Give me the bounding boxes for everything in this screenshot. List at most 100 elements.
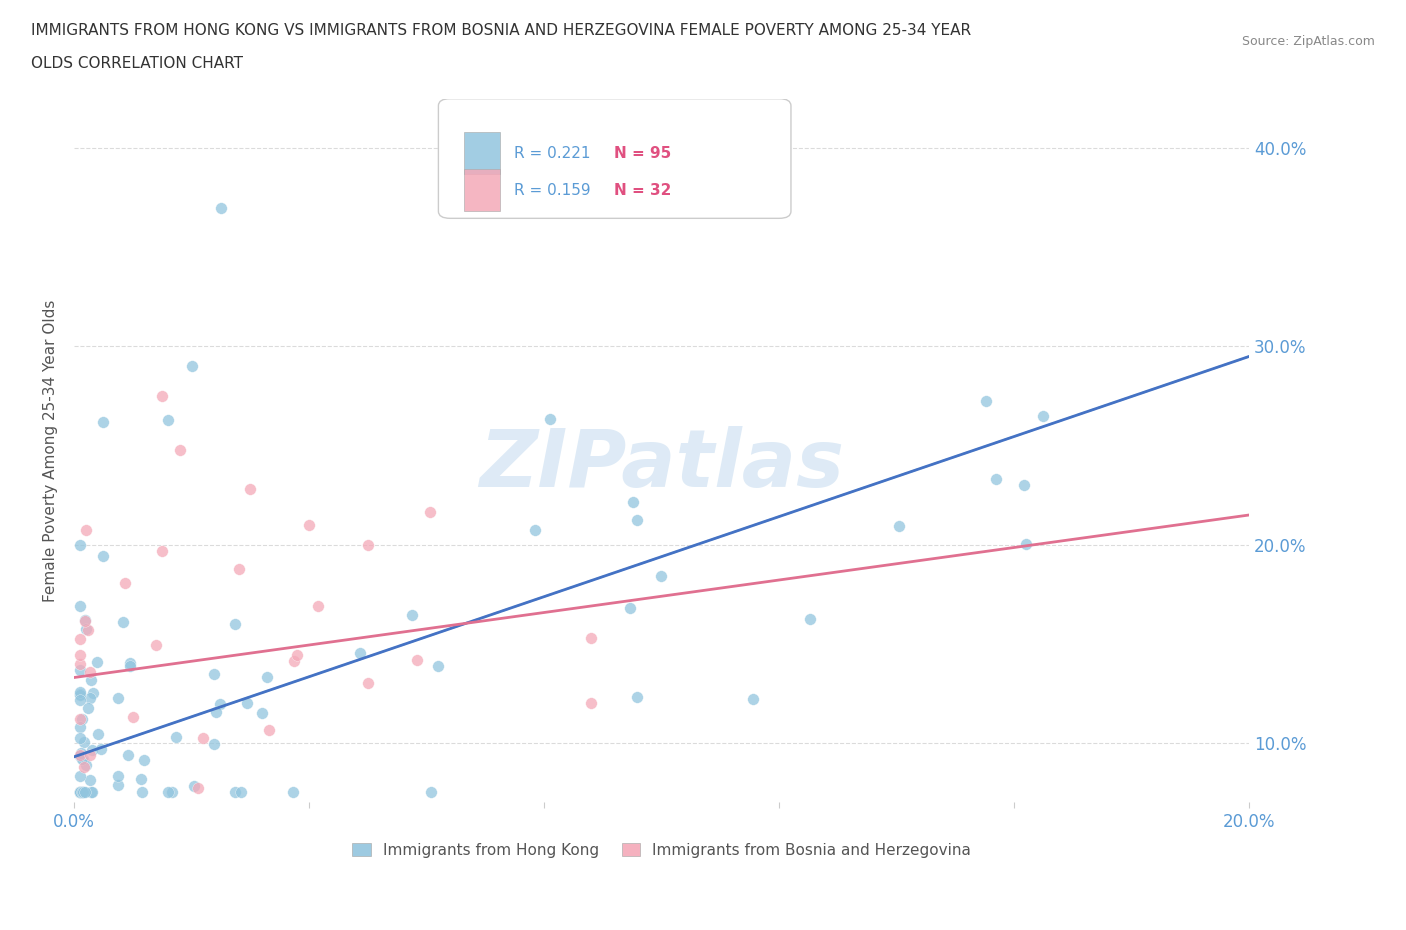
Point: [406, 653, 429, 668]
Point: [984, 472, 1007, 486]
Point: [160, 785, 183, 800]
Point: [73, 760, 96, 775]
Point: [77, 622, 100, 637]
Point: [80, 785, 103, 800]
Point: [69, 598, 91, 613]
Point: [93, 549, 115, 564]
Point: [70, 785, 93, 800]
Point: [69, 785, 91, 800]
Point: [239, 482, 262, 497]
Point: [69, 785, 91, 800]
Point: [202, 666, 225, 681]
Point: [79, 691, 101, 706]
Point: [134, 752, 156, 767]
Point: [112, 615, 135, 630]
Point: [187, 781, 209, 796]
Point: [69, 785, 91, 800]
Point: [307, 599, 329, 614]
Point: [69, 785, 91, 800]
Y-axis label: Female Poverty Among 25-34 Year Olds: Female Poverty Among 25-34 Year Olds: [44, 299, 58, 602]
Point: [73, 785, 96, 800]
Point: [69, 785, 91, 800]
Point: [183, 778, 205, 793]
Point: [579, 696, 602, 711]
Point: [107, 690, 129, 705]
Point: [1012, 478, 1035, 493]
Point: [205, 704, 228, 719]
Point: [75, 613, 97, 628]
Point: [75, 757, 97, 772]
Point: [799, 611, 821, 626]
Text: N = 32: N = 32: [613, 182, 671, 198]
Point: [131, 785, 153, 800]
Point: [150, 389, 173, 404]
Point: [114, 575, 136, 590]
Point: [79, 664, 101, 679]
Point: [70, 785, 93, 800]
Point: [72, 751, 94, 766]
Point: [1032, 409, 1054, 424]
Point: [626, 690, 648, 705]
Point: [69, 720, 91, 735]
Point: [69, 731, 91, 746]
Text: OLDS CORRELATION CHART: OLDS CORRELATION CHART: [31, 56, 243, 71]
Point: [228, 562, 250, 577]
Point: [193, 730, 215, 745]
Point: [281, 785, 304, 800]
Point: [69, 748, 91, 763]
Point: [69, 538, 91, 552]
Point: [69, 785, 91, 800]
Point: [69, 785, 91, 800]
Point: [157, 412, 180, 427]
Point: [650, 569, 672, 584]
FancyBboxPatch shape: [439, 99, 792, 219]
Point: [69, 648, 91, 663]
Point: [79, 747, 101, 762]
Point: [626, 512, 648, 527]
Point: [579, 631, 602, 645]
Point: [120, 656, 142, 671]
Point: [256, 670, 278, 684]
Point: [75, 523, 97, 538]
Point: [621, 495, 644, 510]
Point: [82, 686, 104, 701]
Point: [70, 785, 93, 800]
Point: [889, 519, 911, 534]
Point: [419, 504, 441, 519]
Point: [76, 700, 98, 715]
Point: [75, 621, 97, 636]
Point: [1015, 537, 1038, 551]
Point: [73, 735, 96, 750]
Point: [69, 785, 91, 800]
Point: [298, 517, 321, 532]
Point: [283, 654, 305, 669]
Point: [156, 785, 179, 800]
Point: [401, 608, 423, 623]
Point: [87, 726, 110, 741]
Point: [69, 657, 91, 671]
Point: [165, 730, 187, 745]
Point: [357, 676, 380, 691]
Point: [80, 672, 103, 687]
Point: [79, 773, 101, 788]
Text: R = 0.159: R = 0.159: [513, 182, 591, 198]
Point: [224, 785, 246, 800]
Point: [118, 658, 141, 673]
Text: IMMIGRANTS FROM HONG KONG VS IMMIGRANTS FROM BOSNIA AND HERZEGOVINA FEMALE POVER: IMMIGRANTS FROM HONG KONG VS IMMIGRANTS …: [31, 23, 972, 38]
Point: [93, 415, 115, 430]
Text: R = 0.221: R = 0.221: [513, 146, 591, 161]
Point: [250, 706, 273, 721]
Point: [69, 693, 91, 708]
Point: [69, 684, 91, 699]
Point: [69, 749, 91, 764]
Point: [122, 710, 145, 724]
Point: [72, 752, 94, 767]
Point: [202, 737, 225, 751]
Point: [349, 645, 371, 660]
Point: [524, 523, 547, 538]
Point: [73, 613, 96, 628]
Point: [419, 785, 441, 800]
FancyBboxPatch shape: [464, 132, 499, 174]
Point: [117, 748, 139, 763]
Point: [236, 696, 259, 711]
